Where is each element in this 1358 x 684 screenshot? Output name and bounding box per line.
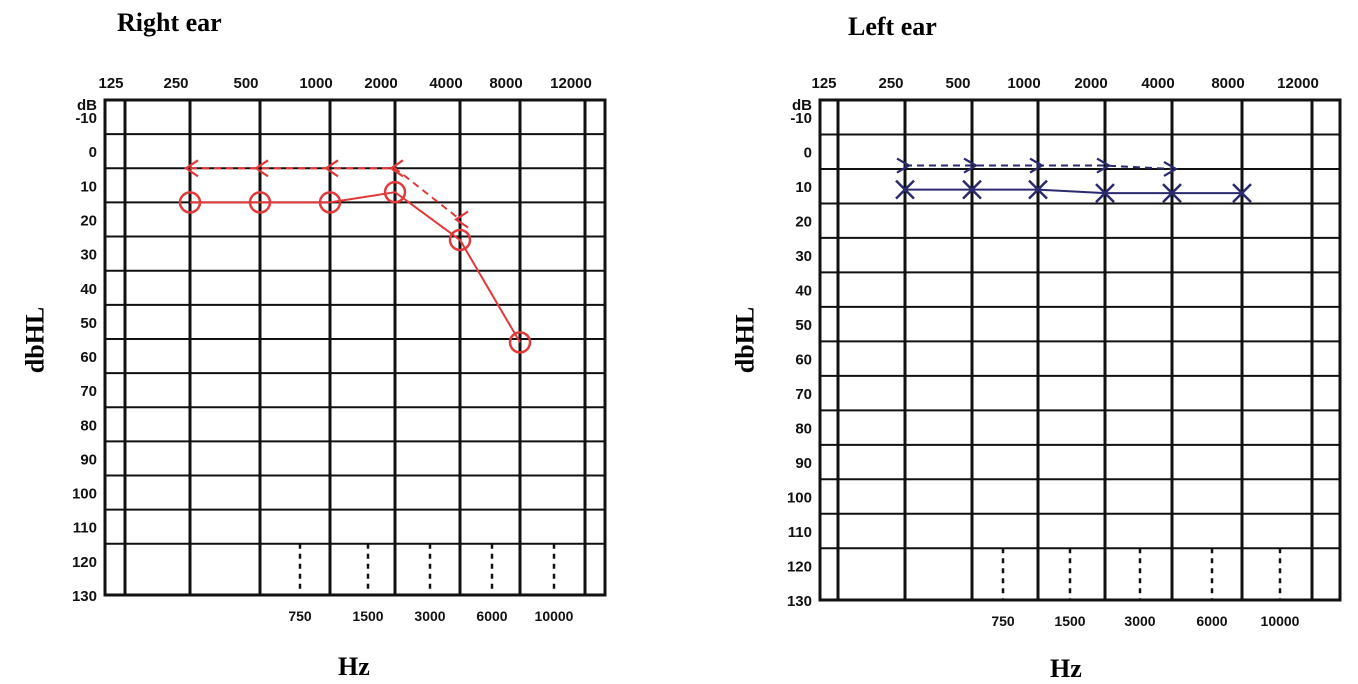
y-tick-label: 20 xyxy=(80,212,97,229)
left-ear-title: Left ear xyxy=(848,12,937,41)
x-tick-label-top: 8000 xyxy=(489,75,522,92)
x-tick-label-bottom: 750 xyxy=(991,613,1015,629)
threshold-marker-bracket xyxy=(1029,157,1045,174)
threshold-marker-bracket xyxy=(896,157,912,174)
y-tick-label: dB xyxy=(792,97,812,114)
y-tick-label: 10 xyxy=(80,178,97,195)
y-tick-label: 100 xyxy=(72,486,97,503)
threshold-marker-bracket xyxy=(184,159,199,178)
y-tick-label: 60 xyxy=(80,349,97,366)
y-tick-label: 80 xyxy=(795,421,812,438)
y-tick-label: 120 xyxy=(787,559,812,576)
threshold-marker-cross xyxy=(895,179,915,200)
x-tick-label-top: 4000 xyxy=(1141,75,1174,92)
x-tick-label-bottom: 10000 xyxy=(535,608,574,624)
x-tick-label-bottom: 3000 xyxy=(414,608,445,624)
series-1-line xyxy=(190,167,461,221)
y-tick-label: 80 xyxy=(80,417,97,434)
threshold-marker-bracket xyxy=(254,159,269,178)
x-tick-label-top: 4000 xyxy=(429,75,462,92)
x-tick-label-top: 500 xyxy=(233,75,258,92)
y-tick-label: 20 xyxy=(795,214,812,231)
threshold-marker-bracket xyxy=(454,210,469,229)
x-tick-label-top: 125 xyxy=(98,75,123,92)
y-tick-label: 110 xyxy=(73,520,97,537)
threshold-marker-bracket xyxy=(1163,161,1179,177)
threshold-marker-circle xyxy=(248,191,272,214)
x-tick-label-top: 12000 xyxy=(1277,75,1319,92)
threshold-marker-bracket xyxy=(963,157,979,174)
y-tick-label: 90 xyxy=(795,455,812,472)
x-tick-label-top: 2000 xyxy=(1074,75,1107,92)
x-tick-label-top: 500 xyxy=(945,75,970,92)
series-0-line xyxy=(190,191,521,343)
plot-area: dB-10 0 10 20 30 40 50 60 70 80 90 100 110 120 130 125 2… xyxy=(72,75,607,624)
y-tick-label: 0 xyxy=(89,144,97,161)
x-tick-label-top: 250 xyxy=(878,75,903,92)
x-tick-label-top: 250 xyxy=(163,75,188,92)
y-tick-label: 60 xyxy=(795,352,812,369)
threshold-marker-circle xyxy=(178,191,202,214)
x-tick-label-top: 2000 xyxy=(364,75,397,92)
right-ear-y-axis-label: dbHL xyxy=(20,306,50,374)
y-tick-label: 90 xyxy=(80,451,97,468)
right-ear-x-axis-label: Hz xyxy=(338,652,370,681)
x-tick-label-bottom: 1500 xyxy=(352,608,383,624)
x-tick-label-bottom: 3000 xyxy=(1124,613,1155,629)
y-tick-label: 40 xyxy=(795,283,812,300)
y-tick-label: 40 xyxy=(80,281,97,298)
y-tick-label: 110 xyxy=(788,524,812,541)
y-tick-label: 30 xyxy=(80,247,97,264)
threshold-marker-cross xyxy=(1162,183,1182,203)
plot-area: dB-10 0 10 20 30 40 50 60 70 80 90 100 110 120 130 125 2… xyxy=(787,75,1342,629)
x-tick-label-top: 1000 xyxy=(299,75,332,92)
threshold-marker-circle xyxy=(448,228,472,252)
y-tick-label: 130 xyxy=(72,588,97,605)
x-tick-label-bottom: 10000 xyxy=(1261,613,1300,629)
threshold-marker-cross xyxy=(1095,183,1115,203)
y-tick-label: 30 xyxy=(795,248,812,265)
y-tick-label: -10 xyxy=(75,110,97,127)
left-ear-y-axis-label: dbHL xyxy=(730,306,760,374)
threshold-marker-bracket xyxy=(1096,157,1112,174)
plot-frame xyxy=(818,98,1342,602)
left-ear-audiogram: dB-10 0 10 20 30 40 50 60 70 80 90 100 110 120 130 125 2… xyxy=(787,75,1342,629)
y-tick-label: 50 xyxy=(80,315,97,332)
x-tick-label-bottom: 750 xyxy=(288,608,312,624)
y-tick-label: -10 xyxy=(790,110,812,127)
x-tick-label-top: 125 xyxy=(811,75,836,92)
series-1-line xyxy=(905,164,1173,170)
y-tick-label: 70 xyxy=(80,383,97,400)
left-ear-x-axis-label: Hz xyxy=(1050,654,1082,683)
threshold-marker-circle xyxy=(318,191,342,214)
y-tick-label: 130 xyxy=(787,593,812,610)
x-tick-label-bottom: 6000 xyxy=(476,608,507,624)
y-tick-label: 70 xyxy=(795,386,812,403)
x-tick-label-top: 8000 xyxy=(1211,75,1244,92)
threshold-marker-bracket xyxy=(324,159,339,178)
y-tick-label: 120 xyxy=(72,554,97,571)
x-tick-label-bottom: 1500 xyxy=(1054,613,1085,629)
threshold-marker-cross xyxy=(1232,183,1252,203)
y-tick-label: 100 xyxy=(787,490,812,507)
series-0-line xyxy=(905,188,1242,195)
y-tick-label: 50 xyxy=(795,317,812,334)
y-tick-label: 0 xyxy=(804,145,812,162)
y-tick-label: dB xyxy=(77,97,97,114)
y-tick-label: 10 xyxy=(795,179,812,196)
right-ear-audiogram: dB-10 0 10 20 30 40 50 60 70 80 90 100 110 120 130 125 2… xyxy=(72,75,607,624)
threshold-marker-cross xyxy=(962,179,982,200)
x-tick-label-top: 1000 xyxy=(1007,75,1040,92)
threshold-marker-circle xyxy=(383,180,407,204)
right-ear-title: Right ear xyxy=(117,8,222,37)
threshold-marker-bracket xyxy=(389,159,404,178)
x-tick-label-bottom: 6000 xyxy=(1196,613,1227,629)
x-tick-label-top: 12000 xyxy=(550,75,592,92)
threshold-marker-cross xyxy=(1028,179,1048,200)
threshold-marker-circle xyxy=(508,331,532,354)
